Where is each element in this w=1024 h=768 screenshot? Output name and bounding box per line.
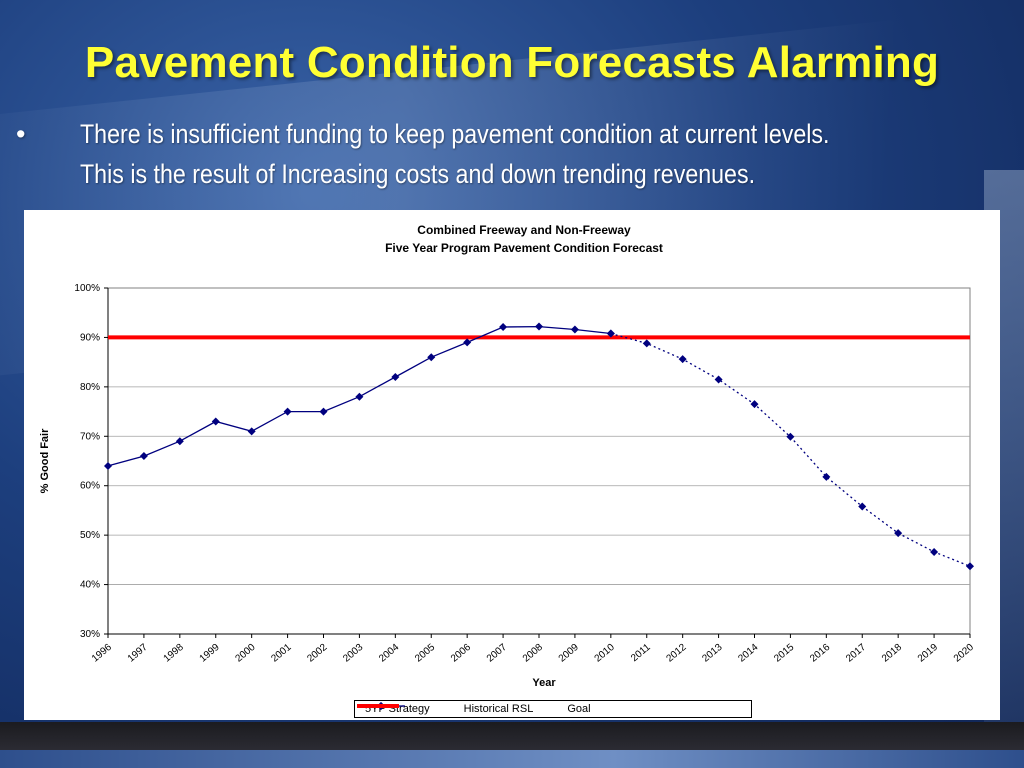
legend-label-historical: Historical RSL (463, 703, 534, 715)
data-point-marker (535, 322, 543, 331)
pavement-condition-chart: Combined Freeway and Non-Freeway Five Ye… (39, 223, 976, 689)
data-point-marker (175, 437, 184, 446)
x-tick-label: 2003 (341, 642, 365, 665)
data-point-marker (894, 529, 903, 538)
x-axis-label: Year (532, 677, 556, 689)
x-tick-label: 2007 (485, 642, 509, 665)
bottom-strip (0, 750, 1024, 768)
bullet-text: There is insufficient funding to keep pa… (80, 114, 876, 194)
data-point-marker (283, 407, 292, 416)
x-tick-label: 2001 (269, 642, 293, 665)
x-tick-label: 2004 (377, 642, 401, 665)
x-tick-label: 1998 (162, 642, 186, 665)
chart-subtitle: Five Year Program Pavement Condition For… (385, 241, 663, 255)
data-point-marker (355, 392, 364, 401)
data-point-marker (786, 432, 795, 441)
y-tick-label: 70% (80, 431, 100, 442)
y-tick-label: 50% (80, 530, 100, 541)
x-tick-label: 1999 (198, 642, 222, 665)
bullet-line-2: This is the result of Increasing costs a… (80, 159, 756, 189)
data-point-marker (391, 372, 400, 381)
data-point-marker (678, 355, 687, 364)
data-point-marker (822, 472, 831, 481)
x-tick-label: 2016 (808, 642, 832, 665)
data-point-marker (319, 407, 328, 416)
chart-legend: 5YP Strategy Historical RSL Goal (354, 700, 752, 718)
data-point-marker (427, 353, 436, 362)
data-point-marker (247, 427, 256, 436)
legend-label-goal: Goal (567, 703, 591, 715)
series-layer (104, 322, 974, 571)
data-point-marker (606, 329, 615, 338)
x-tick-label: 2018 (880, 642, 904, 665)
data-point-marker (714, 375, 723, 384)
data-point-marker (499, 323, 508, 332)
x-tick-label: 2019 (916, 642, 940, 665)
y-tick-label: 100% (74, 283, 100, 294)
bullet-symbol: • (16, 119, 26, 149)
x-tick-label: 2009 (557, 642, 581, 665)
y-tick-label: 40% (80, 580, 100, 591)
y-tick-label: 60% (80, 481, 100, 492)
x-tick-label: 2012 (664, 642, 688, 665)
data-point-marker (570, 325, 579, 334)
x-tick-label: 2013 (700, 642, 724, 665)
legend-item-goal: Goal (357, 703, 614, 715)
x-tick-label: 2000 (233, 642, 257, 665)
x-tick-label: 2008 (521, 642, 545, 665)
x-tick-label: 2010 (593, 642, 617, 665)
bullet-line-1: There is insufficient funding to keep pa… (80, 119, 830, 149)
data-point-marker (966, 562, 974, 571)
slide-title: Pavement Condition Forecasts Alarming (84, 38, 940, 87)
data-point-marker (750, 400, 759, 409)
plot-area (107, 287, 971, 635)
x-tick-label: 2015 (772, 642, 796, 665)
bottom-band (0, 722, 1024, 750)
x-tick-label: 1997 (126, 642, 150, 665)
x-tick-label: 2006 (449, 642, 473, 665)
data-point-marker (104, 461, 112, 470)
data-point-marker (463, 338, 472, 347)
y-tick-label: 30% (80, 629, 100, 640)
data-point-marker (211, 417, 220, 426)
axis-ticks: 30% 40% 50% 60% 70% 80% 90% 100% 1996 1997 1998 199… (74, 283, 976, 665)
x-tick-label: 2002 (305, 642, 329, 665)
x-tick-label: 2014 (736, 642, 760, 665)
chart-title: Combined Freeway and Non-Freeway (417, 223, 631, 237)
data-point-marker (858, 502, 867, 511)
data-point-marker (642, 339, 651, 348)
legend-item-historical: Historical RSL (357, 702, 558, 715)
data-point-marker (139, 452, 148, 461)
x-tick-label: 2017 (844, 642, 868, 665)
y-axis-label: % Good Fair (39, 428, 51, 494)
y-tick-label: 90% (80, 332, 100, 343)
data-point-marker (930, 547, 939, 556)
legend-swatch-goal (357, 704, 399, 708)
y-tick-label: 80% (80, 382, 100, 393)
bullet-point: • There is insufficient funding to keep … (16, 114, 1006, 194)
x-tick-label: 2005 (413, 642, 437, 665)
chart-panel: Combined Freeway and Non-Freeway Five Ye… (24, 210, 1000, 720)
x-tick-label: 2011 (629, 642, 653, 665)
x-tick-label: 1996 (90, 642, 114, 665)
x-tick-label: 2020 (952, 642, 976, 665)
